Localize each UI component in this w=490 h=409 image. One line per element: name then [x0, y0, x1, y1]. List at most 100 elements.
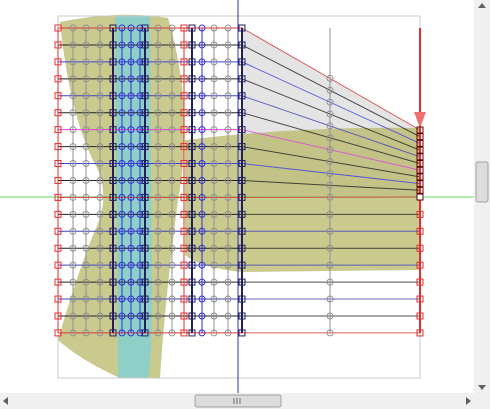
control-point: [109, 193, 117, 201]
control-point: [416, 227, 424, 235]
control-point: [188, 160, 196, 168]
control-point: [69, 312, 77, 320]
control-point: [326, 244, 334, 252]
control-point: [210, 329, 218, 337]
control-point: [82, 261, 90, 269]
control-point: [141, 193, 149, 201]
control-point: [238, 176, 246, 184]
control-point: [54, 329, 62, 337]
control-point: [210, 126, 218, 134]
control-point: [69, 210, 77, 218]
control-point: [198, 126, 206, 134]
control-point: [96, 312, 104, 320]
control-point: [168, 312, 176, 320]
control-point: [141, 261, 149, 269]
control-point: [118, 210, 126, 218]
control-point: [326, 278, 334, 286]
control-point: [188, 92, 196, 100]
control-point: [168, 261, 176, 269]
control-point: [416, 146, 424, 154]
control-point: [109, 261, 117, 269]
control-point: [416, 139, 424, 147]
control-point: [224, 312, 232, 320]
control-point: [54, 160, 62, 168]
control-point: [188, 75, 196, 83]
control-point: [136, 160, 144, 168]
control-point: [127, 92, 135, 100]
control-point: [154, 193, 162, 201]
control-point: [141, 227, 149, 235]
control-point: [96, 210, 104, 218]
control-point: [82, 244, 90, 252]
control-point: [54, 92, 62, 100]
control-point: [238, 312, 246, 320]
control-point: [180, 193, 188, 201]
control-point: [118, 126, 126, 134]
vertical-scroll-thumb[interactable]: [475, 161, 489, 203]
control-point: [416, 126, 424, 134]
control-point: [69, 193, 77, 201]
control-point: [326, 146, 334, 154]
control-point: [198, 261, 206, 269]
control-point: [96, 176, 104, 184]
control-point: [416, 329, 424, 337]
control-point: [326, 169, 334, 177]
control-point: [141, 244, 149, 252]
control-point: [109, 126, 117, 134]
control-point: [188, 126, 196, 134]
control-point: [224, 75, 232, 83]
control-point: [210, 143, 218, 151]
control-point: [136, 24, 144, 32]
control-point: [54, 58, 62, 66]
control-point: [198, 329, 206, 337]
control-point: [210, 41, 218, 49]
control-point: [109, 329, 117, 337]
control-point: [54, 278, 62, 286]
control-point: [326, 74, 334, 82]
control-point: [127, 160, 135, 168]
control-point: [82, 92, 90, 100]
control-point: [188, 58, 196, 66]
control-point: [188, 278, 196, 286]
control-point: [82, 126, 90, 134]
control-point: [118, 227, 126, 235]
control-point: [326, 86, 334, 94]
control-point: [136, 75, 144, 83]
control-point: [416, 166, 424, 174]
control-point: [154, 143, 162, 151]
control-point: [238, 329, 246, 337]
control-point: [54, 109, 62, 117]
control-point: [188, 24, 196, 32]
control-point: [69, 41, 77, 49]
control-point: [198, 92, 206, 100]
control-point: [127, 41, 135, 49]
control-point: [118, 143, 126, 151]
control-point: [54, 244, 62, 252]
control-point: [168, 126, 176, 134]
control-point: [109, 295, 117, 303]
control-point: [210, 58, 218, 66]
horizontal-scroll-thumb[interactable]: [194, 394, 282, 408]
control-point: [168, 143, 176, 151]
fan-row: [241, 129, 421, 171]
control-point: [141, 126, 149, 134]
control-point: [69, 143, 77, 151]
control-point: [141, 160, 149, 168]
control-point: [326, 329, 334, 337]
control-point: [188, 176, 196, 184]
control-point: [109, 278, 117, 286]
control-point: [136, 261, 144, 269]
control-point: [180, 75, 188, 83]
control-point: [180, 160, 188, 168]
control-point: [127, 244, 135, 252]
control-point: [154, 126, 162, 134]
control-point: [136, 312, 144, 320]
control-point: [127, 329, 135, 337]
control-point: [136, 58, 144, 66]
control-point: [210, 210, 218, 218]
control-point: [96, 295, 104, 303]
control-point: [168, 58, 176, 66]
control-point: [168, 41, 176, 49]
control-point: [69, 109, 77, 117]
